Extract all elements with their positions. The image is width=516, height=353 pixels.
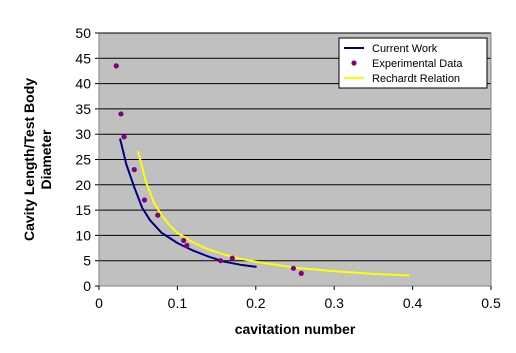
axes	[95, 32, 492, 290]
x-tick-label: 0.1	[168, 295, 188, 311]
data-point	[229, 255, 235, 261]
y-tick-label: 50	[75, 25, 91, 41]
y-tick-label: 0	[83, 278, 91, 294]
data-point	[118, 111, 124, 117]
legend-box	[338, 37, 488, 89]
y-tick-label: 30	[75, 126, 91, 142]
data-point	[184, 242, 190, 249]
y-axis-label-line: Cavity Length/Test Body	[21, 78, 37, 241]
data-point	[155, 212, 161, 218]
legend: Current Work Experimental Data Rechardt Re…	[338, 37, 488, 89]
x-tick-label: 0	[95, 295, 103, 311]
data-point	[131, 167, 137, 173]
y-tick-label: 25	[75, 152, 91, 168]
series-line-0	[119, 138, 257, 268]
y-axis-label-line: Diameter	[38, 129, 54, 189]
data-point	[217, 258, 224, 264]
y-tick-label: 45	[75, 50, 91, 66]
x-axis-label: cavitation number	[235, 321, 356, 337]
y-tick-label: 40	[75, 76, 91, 92]
legend-label: Experimental Data	[372, 58, 463, 70]
x-tick-label: 0.5	[481, 295, 501, 311]
data-point	[113, 63, 119, 69]
y-tick-label: 35	[75, 101, 91, 117]
data-point	[290, 265, 297, 271]
y-tick-label: 20	[75, 177, 91, 193]
data-point	[141, 197, 148, 203]
y-tick-label: 10	[75, 227, 91, 243]
tick-labels: 0 5 10 15 20 25 30 35 40 45 50 0 0.1 0.2 0.3 0.4 0.5	[75, 25, 501, 311]
legend-label: Rechardt Relation	[372, 73, 460, 85]
data-point	[298, 270, 304, 276]
data-point	[121, 134, 127, 140]
legend-swatch-point	[351, 60, 357, 66]
legend-label: Current Work	[372, 43, 438, 55]
series-layer	[113, 63, 410, 277]
x-tick-label: 0.2	[246, 295, 266, 311]
x-tick-label: 0.3	[324, 295, 344, 311]
y-tick-label: 5	[83, 253, 91, 269]
y-tick-label: 15	[75, 202, 91, 218]
x-tick-label: 0.4	[403, 295, 423, 311]
series-line-2	[137, 150, 410, 277]
data-point	[181, 237, 187, 244]
